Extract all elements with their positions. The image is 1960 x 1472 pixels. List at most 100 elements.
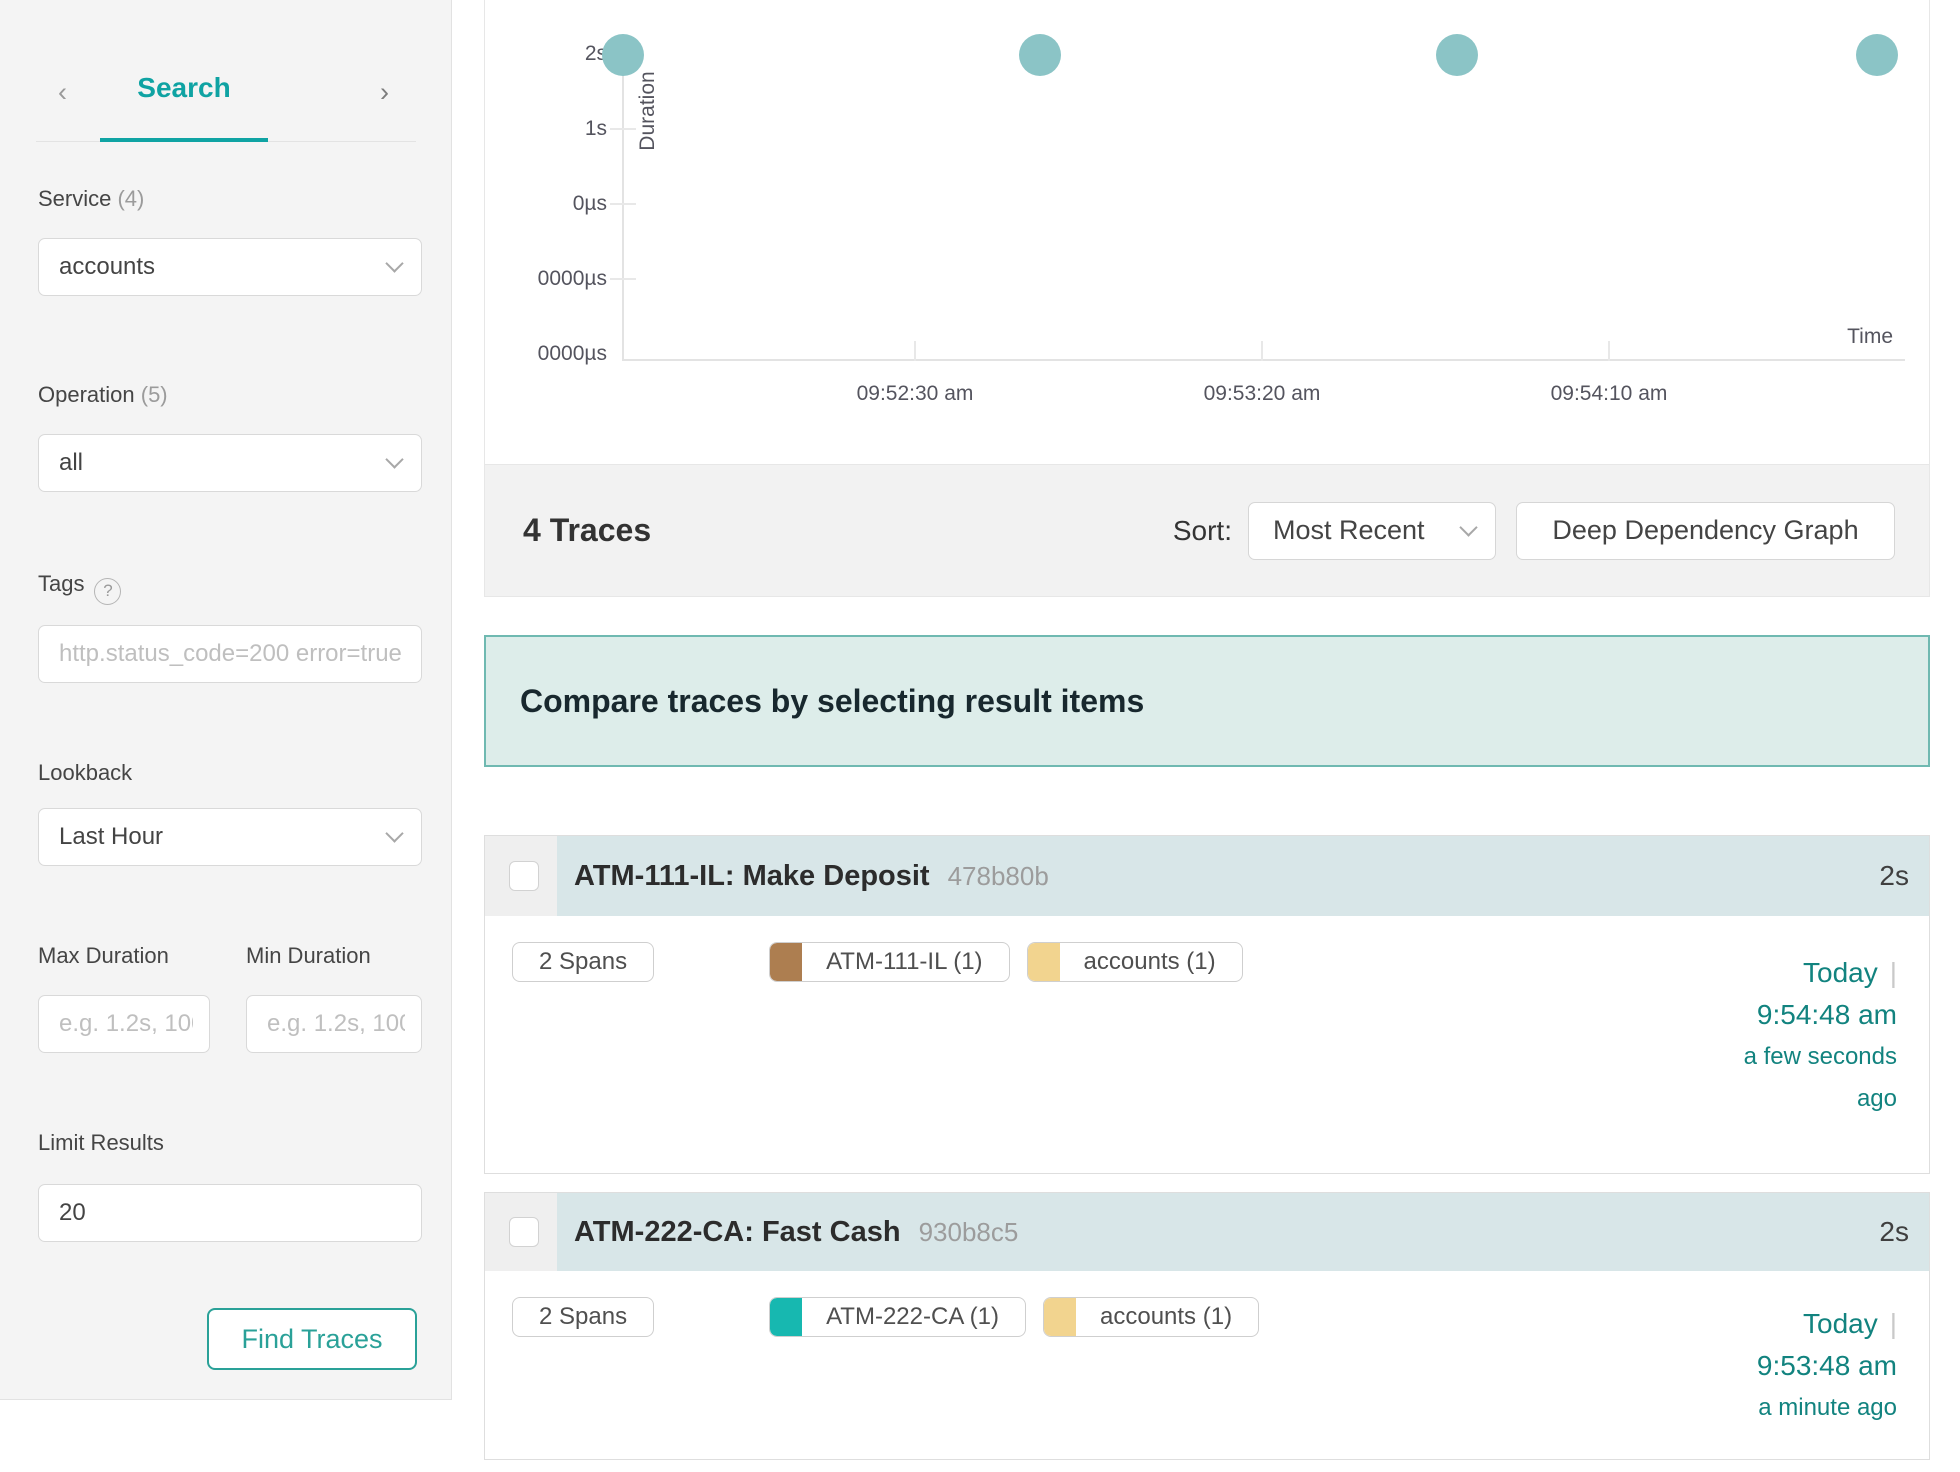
service-select[interactable]: accounts — [38, 238, 422, 296]
duration-bar — [557, 836, 1929, 916]
min-duration-label: Min Duration — [246, 943, 371, 969]
operation-count: (5) — [140, 382, 168, 407]
service-select-value: accounts — [59, 253, 156, 280]
trace-body: 2 Spans ATM-111-IL (1) accounts (1) Toda… — [485, 916, 1929, 1173]
limit-results-label: Limit Results — [38, 1130, 164, 1156]
lookback-select[interactable]: Last Hour — [38, 808, 422, 866]
tags-label-text: Tags — [38, 571, 85, 596]
operation-label-text: Operation — [38, 382, 135, 407]
duration-scatter-chart: 2s 1s 0µs 0000µs 0000µs Duration 09:52:3… — [484, 0, 1930, 466]
scatter-point[interactable] — [1436, 34, 1478, 76]
y-tick-mark — [610, 278, 636, 280]
service-color-swatch — [770, 1298, 803, 1336]
lookback-select-value: Last Hour — [59, 823, 164, 850]
max-duration-label-text: Max Duration — [38, 943, 169, 968]
x-tick-mark — [1261, 341, 1263, 361]
service-chip-label: ATM-222-CA (1) — [826, 1303, 999, 1330]
service-color-swatch — [770, 943, 803, 981]
max-duration-label: Max Duration — [38, 943, 169, 969]
scatter-point[interactable] — [1856, 34, 1898, 76]
trace-checkbox[interactable] — [509, 1217, 539, 1247]
y-tick-label: 0000µs — [537, 267, 607, 290]
x-axis-line — [622, 359, 1905, 361]
help-icon[interactable]: ? — [94, 578, 122, 605]
trace-relative-time: a minute ago — [1758, 1394, 1897, 1421]
y-tick-mark — [610, 203, 636, 205]
next-tab-icon[interactable]: › — [380, 77, 389, 107]
service-chip-label: accounts (1) — [1083, 948, 1216, 975]
span-count-chip: 2 Spans — [512, 942, 655, 982]
x-tick-label: 09:54:10 am — [1550, 382, 1668, 405]
trace-timestamp: Today | 9:54:48 am a few seconds ago — [1744, 952, 1897, 1120]
chevron-down-icon — [385, 254, 404, 273]
trace-title[interactable]: ATM-111-IL: Make Deposit — [574, 859, 930, 892]
trace-time: 9:54:48 am — [1756, 999, 1897, 1030]
sort-label: Sort: — [1172, 514, 1232, 546]
tags-label: Tags? — [38, 571, 122, 605]
service-color-swatch — [1027, 943, 1060, 981]
scatter-point[interactable] — [602, 34, 644, 76]
trace-duration: 2s — [1879, 860, 1909, 891]
compare-banner-text: Compare traces by selecting result items — [520, 682, 1145, 719]
deep-dependency-graph-button[interactable]: Deep Dependency Graph — [1516, 501, 1895, 560]
duration-bar — [557, 1193, 1929, 1271]
x-tick-mark — [1608, 341, 1610, 361]
trace-checkbox[interactable] — [509, 861, 539, 891]
y-tick-label: 0µs — [572, 192, 607, 215]
trace-relative-time: a few seconds — [1743, 1043, 1897, 1070]
trace-id: 930b8c5 — [918, 1216, 1019, 1247]
y-tick-mark — [610, 128, 636, 130]
span-count-chip: 2 Spans — [512, 1297, 655, 1337]
find-traces-button[interactable]: Find Traces — [207, 1308, 417, 1370]
operation-select-value: all — [59, 449, 84, 476]
service-count: (4) — [117, 186, 145, 211]
trace-date: Today — [1803, 1308, 1878, 1339]
service-chip-label: accounts (1) — [1100, 1303, 1233, 1330]
max-duration-wrap — [38, 995, 210, 1053]
date-time-divider: | — [1889, 1308, 1897, 1339]
limit-results-input[interactable] — [59, 1199, 405, 1227]
chevron-down-icon — [385, 450, 404, 469]
min-duration-input[interactable] — [267, 1010, 405, 1038]
search-sidebar: ‹ Search › Service (4) accounts Operatio… — [0, 0, 452, 1400]
min-duration-label-text: Min Duration — [246, 943, 371, 968]
tab-search[interactable]: Search — [137, 72, 231, 103]
tags-input-wrap — [38, 625, 422, 683]
trace-header[interactable]: ATM-222-CA: Fast Cash 930b8c5 2s — [485, 1193, 1929, 1271]
trace-timestamp: Today | 9:53:48 am a minute ago — [1757, 1303, 1897, 1429]
trace-relative-time: ago — [1856, 1085, 1897, 1112]
x-axis-title: Time — [1847, 325, 1893, 348]
results-summary-bar: 4 Traces Sort: Most Recent Deep Dependen… — [484, 464, 1930, 597]
trace-result-item: ATM-111-IL: Make Deposit 478b80b 2s 2 Sp… — [484, 835, 1930, 1174]
limit-results-label-text: Limit Results — [38, 1130, 164, 1155]
trace-id: 478b80b — [947, 860, 1049, 891]
lookback-label: Lookback — [38, 760, 132, 786]
service-chip: ATM-222-CA (1) — [769, 1297, 1026, 1337]
min-duration-wrap — [246, 995, 422, 1053]
service-chip: ATM-111-IL (1) — [769, 942, 1010, 982]
operation-select[interactable]: all — [38, 434, 422, 492]
service-chip: accounts (1) — [1043, 1297, 1260, 1337]
trace-title[interactable]: ATM-222-CA: Fast Cash — [574, 1215, 901, 1248]
trace-result-item: ATM-222-CA: Fast Cash 930b8c5 2s 2 Spans… — [484, 1192, 1930, 1460]
tags-input[interactable] — [59, 640, 405, 668]
compare-banner: Compare traces by selecting result items — [484, 635, 1930, 767]
sort-select-value: Most Recent — [1273, 515, 1425, 545]
scatter-point[interactable] — [1019, 34, 1061, 76]
trace-time: 9:53:48 am — [1756, 1350, 1897, 1381]
trace-count: 4 Traces — [523, 512, 652, 548]
max-duration-input[interactable] — [59, 1010, 193, 1038]
y-tick-label: 1s — [584, 117, 607, 140]
y-axis-line — [622, 55, 624, 361]
trace-duration: 2s — [1879, 1216, 1909, 1247]
y-tick-label: 2s — [584, 42, 607, 65]
trace-header[interactable]: ATM-111-IL: Make Deposit 478b80b 2s — [485, 836, 1929, 916]
service-label-text: Service — [38, 186, 112, 211]
trace-date: Today — [1803, 957, 1878, 988]
y-axis-title: Duration — [636, 71, 659, 151]
service-label: Service (4) — [38, 186, 144, 212]
chevron-down-icon — [1459, 517, 1478, 537]
sort-select[interactable]: Most Recent — [1248, 501, 1496, 560]
prev-tab-icon[interactable]: ‹ — [58, 77, 67, 107]
